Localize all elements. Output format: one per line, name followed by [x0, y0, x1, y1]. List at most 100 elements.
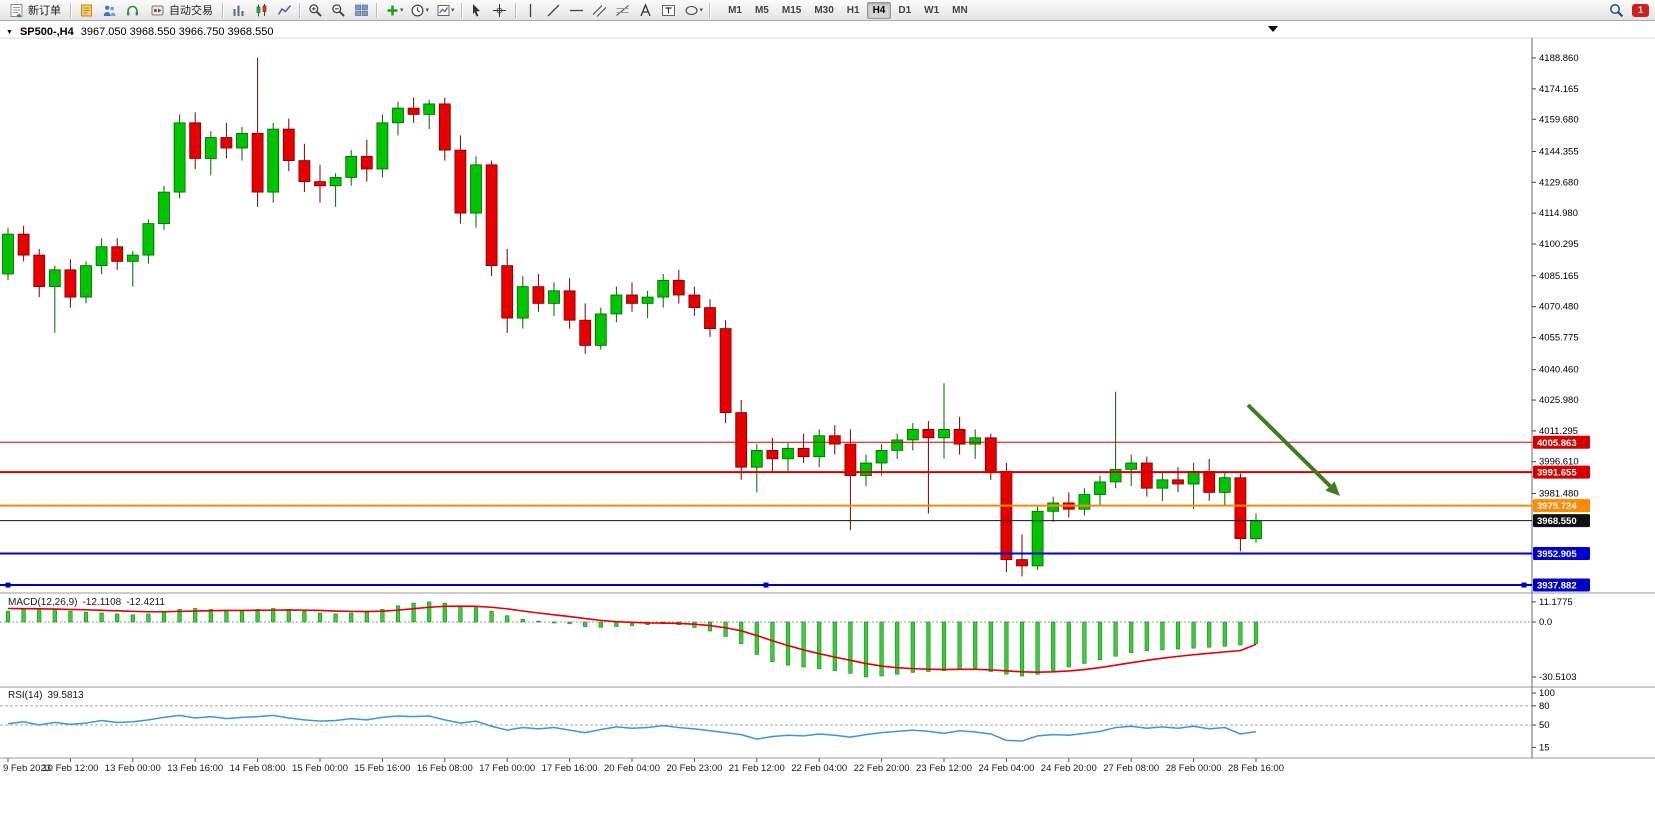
rsi-name: RSI(14)	[8, 690, 43, 701]
chart-symbol-period: SP500-,H4	[19, 26, 74, 38]
candle-body	[298, 160, 311, 183]
notification-badge[interactable]: 1	[1632, 3, 1649, 17]
toolbar-separator	[460, 2, 462, 18]
price-badge-label: 3952.905	[1537, 549, 1577, 560]
time-axis-label: 28 Feb 16:00	[1228, 763, 1284, 774]
macd-bar	[115, 613, 120, 623]
macd-signal-value: -12.4211	[126, 597, 165, 608]
chart-area[interactable]: ▼ SP500-,H4 3967.050 3968.550 3966.750 3…	[0, 22, 1655, 824]
macd-bar	[364, 611, 369, 623]
line-handle[interactable]	[5, 582, 11, 588]
candle-body	[657, 279, 670, 298]
period-caret-icon[interactable]: ▾	[425, 7, 430, 14]
macd-bar	[988, 621, 993, 672]
template-caret-icon[interactable]: ▾	[451, 7, 455, 14]
crosshair-tool-icon[interactable]	[489, 1, 511, 19]
support-headset-icon[interactable]	[121, 1, 143, 19]
macd-bar	[1175, 621, 1181, 650]
toolbar-separator	[514, 2, 516, 18]
line-chart-type-icon[interactable]	[273, 1, 295, 19]
timeframe-button-D1[interactable]: D1	[898, 4, 912, 16]
macd-bar	[255, 609, 260, 623]
candlestick-type-icon[interactable]	[250, 1, 272, 19]
add-indicator-icon[interactable]	[381, 1, 403, 19]
time-axis-label: 15 Feb 00:00	[292, 763, 348, 774]
search-icon[interactable]	[1605, 1, 1627, 19]
tile-windows-icon[interactable]	[350, 1, 372, 19]
autotrading-label: 自动交易	[169, 5, 213, 17]
macd-bar	[161, 611, 167, 623]
horizontal-line-tool-icon[interactable]	[566, 1, 588, 19]
bar-chart-type-icon[interactable]	[227, 1, 249, 19]
text-label-tool-icon[interactable]	[658, 1, 680, 19]
timeframe-button-H4[interactable]: H4	[866, 1, 892, 19]
candle-body	[95, 246, 108, 267]
timeframe-button-W1[interactable]: W1	[924, 4, 940, 16]
macd-indicator-label: MACD(12,26,9) -12.1108 -12.4211	[8, 597, 165, 608]
trend-arrow-annotation[interactable]	[1246, 403, 1340, 496]
time-axis-label: 23 Feb 12:00	[916, 763, 972, 774]
candle-body	[844, 443, 857, 477]
candle-body	[797, 447, 810, 458]
autotrading-button[interactable]: 自动交易	[144, 0, 218, 20]
macd-bar	[1238, 621, 1243, 646]
macd-bar	[286, 609, 291, 623]
candle-body	[1109, 468, 1122, 483]
zoom-out-icon[interactable]	[327, 1, 349, 19]
line-handle[interactable]	[1521, 582, 1527, 588]
macd-bar	[349, 612, 354, 623]
price-badge-label: 3991.655	[1537, 468, 1577, 479]
macd-bar	[5, 610, 11, 623]
vertical-line-tool-icon[interactable]	[520, 1, 542, 19]
candle-body	[579, 319, 592, 346]
chart-menu-icon[interactable]: ▼	[6, 28, 13, 36]
macd-bar	[941, 621, 947, 671]
new-order-icon	[8, 1, 25, 19]
community-icon[interactable]	[98, 1, 120, 19]
price-axis[interactable]: 4188.860 4174.165 4159.680 4144.355 4129.680…	[1532, 53, 1579, 753]
macd-bar	[551, 621, 557, 624]
timeframe-button-M30[interactable]: M30	[814, 4, 834, 16]
shapes-tool-icon[interactable]	[681, 1, 703, 19]
macd-bar	[411, 602, 416, 623]
candle-body	[1000, 471, 1013, 561]
toolbar-separator	[709, 2, 711, 18]
price-badge-label: 4005.863	[1537, 438, 1577, 449]
chart-ohlc-values: 3967.050 3968.550 3966.750 3968.550	[80, 26, 274, 38]
new-order-button[interactable]: 新订单	[3, 0, 66, 20]
period-clock-icon[interactable]	[407, 1, 429, 19]
zoom-in-icon[interactable]	[304, 1, 326, 19]
timeframe-button-MN[interactable]: MN	[952, 4, 968, 16]
line-handle[interactable]	[763, 582, 769, 588]
fibonacci-tool-icon[interactable]	[612, 1, 634, 19]
candle-body	[220, 137, 233, 149]
candle-body	[860, 462, 872, 477]
macd-bar	[489, 610, 494, 623]
macd-bar	[333, 613, 338, 623]
cursor-tool-icon[interactable]	[466, 1, 488, 19]
candle-body	[610, 294, 623, 315]
timeframe-button-H1[interactable]: H1	[846, 4, 860, 16]
template-icon[interactable]	[432, 1, 454, 19]
text-tool-icon[interactable]	[635, 1, 657, 19]
chart-shift-marker[interactable]	[1268, 26, 1278, 32]
timeframe-button-M15[interactable]: M15	[781, 4, 802, 16]
candles-layer	[2, 57, 1262, 577]
add-indicator-caret-icon[interactable]: ▾	[400, 7, 404, 14]
candle-body	[485, 164, 498, 267]
macd-bar	[317, 612, 323, 623]
channel-tool-icon[interactable]	[589, 1, 611, 19]
rsi-axis-label: 15	[1539, 742, 1550, 753]
trendline-tool-icon[interactable]	[543, 1, 565, 19]
candle-body	[501, 265, 514, 319]
candle-body	[111, 246, 124, 262]
market-news-icon[interactable]	[75, 1, 97, 19]
timeframe-button-M5[interactable]: M5	[754, 4, 769, 16]
shapes-caret-icon[interactable]: ▾	[699, 7, 704, 14]
candle-body	[969, 437, 982, 445]
timeframe-button-M1[interactable]: M1	[728, 4, 742, 16]
price-badge-label: 3975.724	[1537, 501, 1577, 512]
time-axis-label: 15 Feb 16:00	[354, 763, 410, 774]
